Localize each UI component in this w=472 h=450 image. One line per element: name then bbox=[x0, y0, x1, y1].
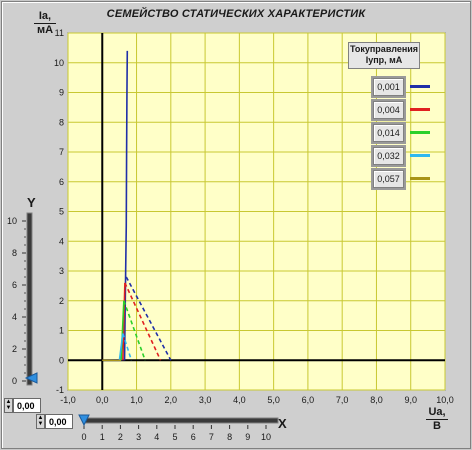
y-axis-label: Ia, мА bbox=[34, 10, 56, 37]
y-tick-label: 9 bbox=[59, 88, 64, 98]
x-tick-label: 0,0 bbox=[96, 395, 109, 405]
x-tick-label: 6,0 bbox=[302, 395, 315, 405]
legend-value: 0,014 bbox=[373, 124, 404, 142]
legend-swatch bbox=[410, 85, 430, 88]
y-tick-label: 2 bbox=[59, 296, 64, 306]
x-tick-label: 9,0 bbox=[404, 395, 417, 405]
x-slider-tick-label: 8 bbox=[227, 432, 232, 442]
legend-swatch bbox=[410, 177, 430, 180]
y-tick-label: 0 bbox=[59, 355, 64, 365]
y-value-field[interactable]: 0,00 bbox=[13, 398, 41, 413]
legend-value: 0,032 bbox=[373, 147, 404, 165]
series-line bbox=[118, 333, 124, 361]
legend-title-line2: Iупр, мА bbox=[365, 55, 403, 65]
x-tick-label: 8,0 bbox=[370, 395, 383, 405]
x-control-label: X bbox=[278, 416, 287, 431]
y-slider-tick-label: 2 bbox=[12, 344, 17, 354]
x-tick-label: 4,0 bbox=[233, 395, 246, 405]
x-axis-label-name: Ua, bbox=[428, 406, 446, 418]
x-slider-tick-label: 6 bbox=[191, 432, 196, 442]
series-lines bbox=[102, 50, 172, 362]
x-slider-tick-label: 7 bbox=[209, 432, 214, 442]
x-slider-tick-label: 2 bbox=[118, 432, 123, 442]
y-slider-tick-label: 4 bbox=[12, 312, 17, 322]
y-tick-label: 1 bbox=[59, 326, 64, 336]
x-slider-tick-label: 10 bbox=[261, 432, 271, 442]
y-tick-label: 3 bbox=[59, 266, 64, 276]
y-tick-label: 11 bbox=[55, 28, 64, 38]
x-slider-tick-label: 0 bbox=[81, 432, 86, 442]
y-tick-label: -1 bbox=[56, 385, 64, 395]
axes bbox=[68, 33, 445, 390]
y-slider-tick-label: 6 bbox=[12, 280, 17, 290]
series-line bbox=[122, 282, 126, 361]
series-line bbox=[102, 50, 129, 362]
series-line bbox=[124, 282, 162, 361]
x-tick-label: 3,0 bbox=[199, 395, 212, 405]
y-value-control[interactable]: ▲ ▼ 0,00 bbox=[4, 398, 41, 413]
y-tick-label: 4 bbox=[59, 236, 64, 246]
x-tick-label: 1,0 bbox=[130, 395, 143, 405]
y-slider-tick-label: 10 bbox=[7, 216, 17, 226]
x-slider[interactable]: 0 1 2 3 4 5 6 7 8 9 10 bbox=[74, 408, 284, 446]
x-slider-tick-label: 9 bbox=[245, 432, 250, 442]
x-tick-labels: -1,0 0,0 1,0 2,0 3,0 4,0 5,0 6,0 7,0 8,0 9,0 10,0 bbox=[60, 395, 454, 405]
y-slider-thumb bbox=[24, 372, 38, 384]
x-slider-tick-label: 1 bbox=[100, 432, 105, 442]
x-tick-label: 7,0 bbox=[336, 395, 349, 405]
x-value-control[interactable]: ▲ ▼ 0,00 bbox=[36, 414, 73, 429]
legend-swatch bbox=[410, 108, 430, 111]
series-line bbox=[125, 276, 172, 361]
legend-title-line1: Токуправления bbox=[349, 44, 419, 54]
legend-value: 0,057 bbox=[373, 170, 404, 188]
y-tick-label: 8 bbox=[59, 117, 64, 127]
x-tick-label: -1,0 bbox=[60, 395, 76, 405]
x-value-field[interactable]: 0,00 bbox=[45, 414, 73, 429]
y-axis-label-unit: мА bbox=[34, 23, 56, 37]
legend-title: Токуправления Iупр, мА bbox=[348, 42, 420, 69]
x-tick-label: 10,0 bbox=[436, 395, 454, 405]
x-tick-label: 2,0 bbox=[165, 395, 178, 405]
x-axis-label-unit: В bbox=[426, 419, 448, 433]
legend-value: 0,004 bbox=[373, 101, 404, 119]
x-slider-tick-label: 4 bbox=[154, 432, 159, 442]
y-tick-label: 5 bbox=[59, 207, 64, 217]
legend-value: 0,001 bbox=[373, 78, 404, 96]
series-line bbox=[123, 300, 146, 361]
x-slider-tick-label: 3 bbox=[136, 432, 141, 442]
x-tick-label: 5,0 bbox=[267, 395, 280, 405]
legend-swatch bbox=[410, 131, 430, 134]
legend-swatch bbox=[410, 154, 430, 157]
x-axis-label: Ua, В bbox=[426, 406, 448, 433]
y-spin-arrows[interactable]: ▲ ▼ bbox=[4, 398, 13, 413]
x-slider-tick-label: 5 bbox=[172, 432, 177, 442]
y-slider-tick-label: 8 bbox=[12, 248, 17, 258]
x-slider-thumb bbox=[78, 414, 90, 427]
y-tick-label: 10 bbox=[54, 58, 64, 68]
y-slider-tick-label: 0 bbox=[12, 376, 17, 386]
y-axis-label-name: Ia, bbox=[38, 10, 52, 22]
series-line bbox=[120, 300, 125, 361]
y-tick-labels: -1 0 1 2 3 4 5 6 7 8 9 10 11 bbox=[54, 28, 64, 395]
chart-title: СЕМЕЙСТВО СТАТИЧЕСКИХ ХАРАКТЕРИСТИК bbox=[106, 8, 366, 20]
y-slider[interactable]: 10 8 6 4 2 0 bbox=[0, 205, 46, 400]
y-tick-label: 7 bbox=[59, 147, 64, 157]
y-tick-label: 6 bbox=[59, 177, 64, 187]
y-control-label: Y bbox=[27, 195, 36, 210]
x-spin-arrows[interactable]: ▲ ▼ bbox=[36, 414, 45, 429]
series-line bbox=[122, 333, 133, 361]
